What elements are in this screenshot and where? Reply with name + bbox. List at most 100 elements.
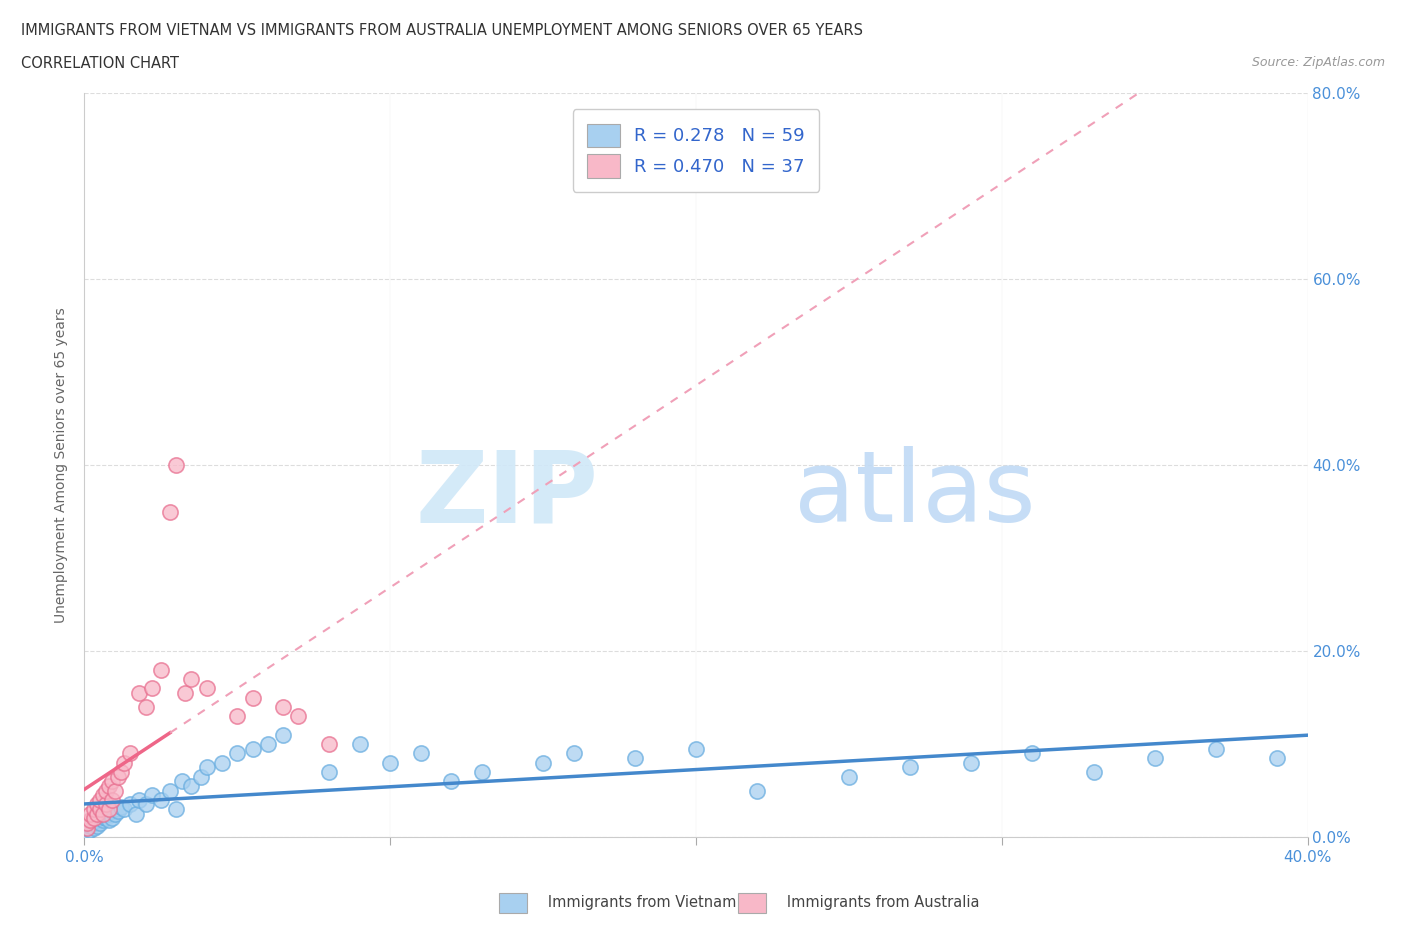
- Point: [190, 769, 212, 784]
- Point: [91, 788, 114, 803]
- Point: [79, 822, 101, 837]
- Point: [838, 769, 860, 784]
- Point: [104, 806, 127, 821]
- Point: [165, 802, 187, 817]
- Point: [409, 746, 432, 761]
- Point: [94, 811, 117, 826]
- Point: [165, 458, 187, 472]
- Point: [91, 809, 114, 824]
- Point: [318, 764, 340, 779]
- Point: [242, 741, 264, 756]
- Point: [1205, 741, 1227, 756]
- Point: [120, 746, 142, 761]
- Point: [83, 820, 105, 835]
- Point: [101, 792, 124, 807]
- Point: [107, 769, 129, 784]
- Point: [76, 820, 98, 835]
- Y-axis label: Unemployment Among Seniors over 65 years: Unemployment Among Seniors over 65 years: [55, 307, 69, 623]
- Point: [287, 709, 309, 724]
- Point: [349, 737, 371, 751]
- Text: Immigrants from Australia: Immigrants from Australia: [773, 895, 980, 910]
- Point: [86, 797, 108, 812]
- Point: [135, 797, 157, 812]
- Point: [94, 797, 117, 812]
- Point: [89, 816, 111, 830]
- Point: [172, 774, 194, 789]
- Point: [149, 792, 172, 807]
- Point: [86, 818, 108, 833]
- Point: [149, 662, 172, 677]
- Point: [79, 806, 101, 821]
- Point: [159, 504, 181, 519]
- Point: [94, 806, 117, 821]
- Point: [380, 755, 402, 770]
- Point: [83, 816, 105, 830]
- Point: [101, 774, 124, 789]
- Point: [180, 671, 202, 686]
- Point: [125, 806, 148, 821]
- Point: [97, 806, 120, 821]
- Point: [110, 764, 132, 779]
- Point: [471, 764, 494, 779]
- Point: [104, 802, 127, 817]
- Point: [91, 806, 114, 821]
- Point: [440, 774, 463, 789]
- Point: [128, 685, 150, 700]
- Point: [180, 778, 202, 793]
- Point: [91, 813, 114, 828]
- Point: [97, 813, 120, 828]
- Text: Source: ZipAtlas.com: Source: ZipAtlas.com: [1251, 56, 1385, 69]
- Text: IMMIGRANTS FROM VIETNAM VS IMMIGRANTS FROM AUSTRALIA UNEMPLOYMENT AMONG SENIORS : IMMIGRANTS FROM VIETNAM VS IMMIGRANTS FR…: [21, 23, 863, 38]
- Point: [685, 741, 707, 756]
- Point: [120, 797, 142, 812]
- Point: [1143, 751, 1166, 765]
- Point: [101, 811, 124, 826]
- Point: [97, 778, 120, 793]
- Point: [226, 709, 249, 724]
- Point: [271, 699, 294, 714]
- Point: [86, 806, 108, 821]
- Text: ZIP: ZIP: [415, 446, 598, 543]
- Point: [89, 792, 111, 807]
- Point: [76, 825, 98, 840]
- Point: [110, 800, 132, 815]
- Text: Immigrants from Vietnam: Immigrants from Vietnam: [534, 895, 737, 910]
- Point: [1021, 746, 1043, 761]
- Point: [624, 751, 647, 765]
- Point: [135, 699, 157, 714]
- Point: [97, 802, 120, 817]
- Point: [76, 820, 98, 835]
- Point: [86, 813, 108, 828]
- Point: [1265, 751, 1288, 765]
- Point: [112, 802, 135, 817]
- Point: [271, 727, 294, 742]
- Point: [747, 783, 769, 798]
- Point: [242, 690, 264, 705]
- Point: [128, 792, 150, 807]
- Point: [89, 811, 111, 826]
- Point: [141, 681, 163, 696]
- Point: [141, 788, 163, 803]
- Legend: R = 0.278   N = 59, R = 0.470   N = 37: R = 0.278 N = 59, R = 0.470 N = 37: [572, 110, 820, 192]
- Point: [76, 816, 98, 830]
- Point: [101, 804, 124, 818]
- Point: [112, 755, 135, 770]
- Point: [960, 755, 983, 770]
- Point: [257, 737, 280, 751]
- Point: [174, 685, 197, 700]
- Point: [226, 746, 249, 761]
- Point: [195, 760, 218, 775]
- Point: [531, 755, 554, 770]
- Point: [898, 760, 921, 775]
- Text: CORRELATION CHART: CORRELATION CHART: [21, 56, 179, 71]
- Point: [83, 811, 105, 826]
- Point: [562, 746, 585, 761]
- Point: [83, 802, 105, 817]
- Point: [89, 802, 111, 817]
- Point: [107, 804, 129, 818]
- Point: [195, 681, 218, 696]
- Point: [211, 755, 233, 770]
- Point: [1083, 764, 1105, 779]
- Point: [318, 737, 340, 751]
- Point: [159, 783, 181, 798]
